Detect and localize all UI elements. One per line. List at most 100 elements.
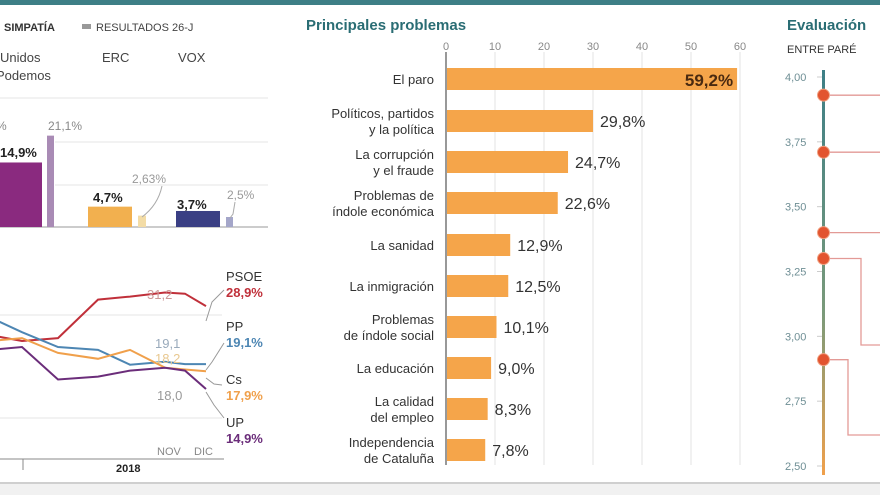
problem-value: 8,3%	[495, 402, 531, 419]
legend-results-swatch	[82, 24, 91, 29]
leader-line-erc	[141, 185, 163, 218]
evaluation-dot	[817, 353, 830, 367]
cs-name: Cs	[226, 372, 242, 387]
problem-label-line1: La calidad	[375, 394, 434, 409]
problem-bar	[447, 316, 497, 338]
up-peak-label: 18,0	[157, 388, 182, 403]
problem-label-line2: de índole social	[344, 328, 434, 343]
cs-peak-label: 18,2	[155, 351, 180, 366]
x-tick-label: 30	[587, 41, 599, 53]
line-pp	[0, 320, 206, 366]
label-vox-result: 2,5%	[227, 188, 255, 202]
problem-label-line2: y el fraude	[373, 163, 434, 178]
party-category-labels: Unidos Podemos ERC VOX	[0, 50, 206, 83]
problem-label-line2: del empleo	[370, 410, 434, 425]
evaluation-title: Evaluación	[787, 17, 866, 34]
sympathy-gridlines	[0, 97, 268, 228]
problem-bar	[447, 68, 738, 90]
problem-label-line2: y la política	[369, 122, 435, 137]
problem-label: La inmigración	[349, 279, 434, 294]
y-tick-label: 2,50	[785, 461, 806, 473]
poll-lines	[0, 291, 207, 390]
problem-label: La educación	[357, 361, 434, 376]
problem-bar	[447, 357, 492, 379]
problem-label: El paro	[393, 72, 434, 87]
problem-value: 59,2%	[685, 71, 733, 90]
cs-end-value: 17,9%	[226, 388, 263, 403]
problem-label-line2: de Cataluña	[364, 451, 435, 466]
sympathy-bars	[0, 135, 233, 227]
category-vox: VOX	[178, 50, 206, 65]
problem-bar	[447, 110, 594, 132]
x-tick-label: 60	[734, 41, 746, 53]
category-erc: ERC	[102, 50, 129, 65]
problem-label-line1: Problemas	[372, 312, 435, 327]
problem-bar	[447, 234, 511, 256]
x-tick-label: 40	[636, 41, 648, 53]
problem-value: 12,9%	[517, 238, 562, 255]
partial-label: %	[0, 119, 7, 133]
bar-resultado-0	[47, 135, 54, 227]
label-up-result: 21,1%	[48, 119, 82, 133]
bar-resultado-2	[226, 217, 233, 227]
legend-simpatia: SIMPATÍA	[4, 21, 55, 34]
cs-leader	[205, 377, 223, 386]
y-tick-label: 3,00	[785, 331, 806, 343]
problem-bar	[447, 439, 486, 461]
psoe-name: PSOE	[226, 269, 262, 284]
sympathy-legend: SIMPATÍA RESULTADOS 26-J	[4, 21, 193, 34]
up-leader	[205, 391, 225, 419]
bar-simpatia-0	[0, 162, 42, 227]
problem-value: 7,8%	[492, 443, 528, 460]
line-up	[0, 345, 207, 390]
problem-bar	[447, 398, 488, 420]
bottom-divider	[0, 482, 880, 484]
problem-label-line1: La corrupción	[355, 147, 434, 162]
psoe-peak-label: 31,2	[147, 287, 172, 302]
label-erc-result: 2,63%	[132, 172, 166, 186]
evaluation-subtitle: ENTRE PARÉ	[787, 43, 856, 56]
problem-label-line1: Políticos, partidos	[331, 106, 434, 121]
year-label: 2018	[116, 463, 140, 475]
y-tick-label: 3,25	[785, 267, 806, 279]
problem-bar	[447, 151, 569, 173]
up-name: UP	[226, 415, 244, 430]
problem-value: 9,0%	[498, 361, 534, 378]
pp-peak-label: 19,1	[155, 336, 180, 351]
problem-value: 22,6%	[565, 196, 610, 213]
connector-line	[828, 359, 880, 436]
label-erc-simpatia: 4,7%	[93, 190, 123, 205]
category-up-line2: Podemos	[0, 68, 51, 83]
evaluation-dot	[817, 252, 830, 266]
pp-end-value: 19,1%	[226, 335, 263, 350]
month-nov: NOV	[157, 446, 182, 458]
month-dic: DIC	[194, 446, 213, 458]
line-psoe	[0, 291, 207, 343]
legend-resultados: RESULTADOS 26-J	[96, 22, 193, 34]
leader-line-vox	[229, 201, 236, 219]
problem-label: La sanidad	[370, 238, 434, 253]
x-tick-label: 50	[685, 41, 697, 53]
up-end-value: 14,9%	[226, 431, 263, 446]
y-tick-label: 3,50	[785, 202, 806, 214]
problems-title: Principales problemas	[306, 17, 466, 34]
problem-value: 10,1%	[503, 320, 548, 337]
problem-value: 29,8%	[600, 114, 645, 131]
pp-name: PP	[226, 319, 243, 334]
top-accent-bar	[0, 0, 880, 5]
poll-line-annotations: 31,2 19,1 18,2 18,0 PSOE 28,9% PP 19,1% …	[0, 269, 263, 475]
category-up-line1: Unidos	[0, 50, 41, 65]
x-tick-label: 10	[489, 41, 501, 53]
bar-simpatia-1	[88, 206, 132, 227]
problem-label-line2: índole económica	[332, 204, 435, 219]
problem-value: 24,7%	[575, 155, 620, 172]
problem-label-line1: Independencia	[349, 435, 435, 450]
x-tick-label: 0	[443, 41, 449, 53]
bar-simpatia-2	[176, 210, 220, 227]
bar-resultado-1	[138, 215, 146, 227]
label-up-simpatia: 14,9%	[0, 145, 37, 160]
x-tick-label: 20	[538, 41, 550, 53]
evaluation-dot	[817, 88, 830, 102]
y-tick-label: 2,75	[785, 396, 806, 408]
